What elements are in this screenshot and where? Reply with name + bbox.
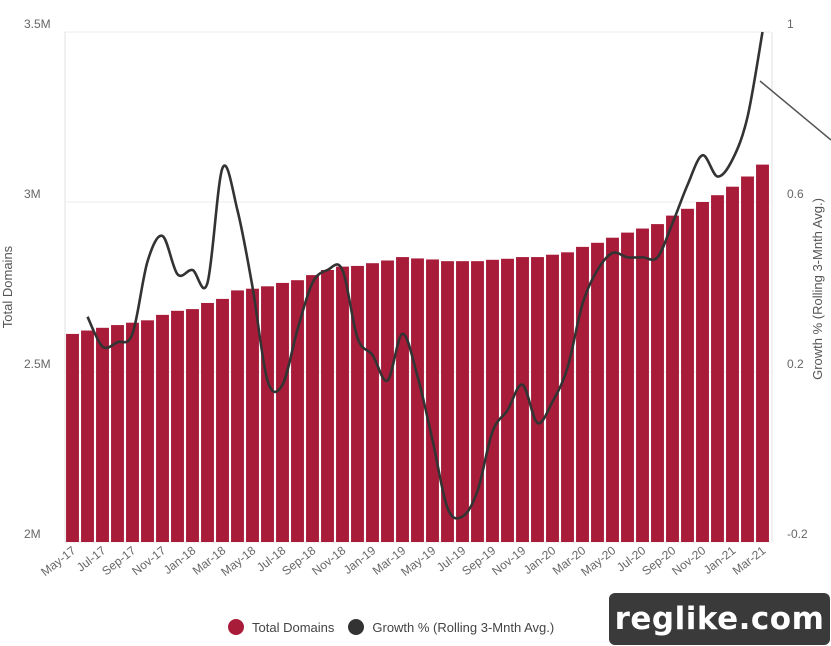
x-tick-label: Nov-17 (129, 543, 168, 578)
watermark: reglike.com (609, 593, 830, 645)
bar (696, 202, 709, 542)
bar (546, 254, 559, 542)
bar (81, 330, 94, 542)
bar (651, 224, 664, 542)
bar (306, 275, 319, 542)
bar (501, 258, 514, 542)
legend-item-total-domains[interactable]: Total Domains (228, 619, 334, 635)
legend-label-line: Growth % (Rolling 3-Mnth Avg.) (372, 619, 555, 635)
y2-tick-label: 0.6 (787, 187, 804, 201)
bar (426, 259, 439, 542)
y2-tick-label: 0.2 (787, 357, 804, 371)
bar (321, 270, 334, 542)
y-tick-label: 3.5M (24, 17, 51, 31)
bar (621, 232, 634, 542)
bar (141, 320, 154, 542)
bar (66, 333, 79, 542)
bar (261, 286, 274, 542)
bar (711, 195, 724, 542)
bar (216, 298, 229, 542)
bar (591, 242, 604, 543)
bar (681, 208, 694, 543)
legend: Total Domains Growth % (Rolling 3-Mnth A… (228, 619, 554, 635)
growth-line (86, 31, 764, 520)
bar (201, 302, 214, 542)
bar (126, 322, 139, 542)
legend-item-growth[interactable]: Growth % (Rolling 3-Mnth Avg.) (348, 619, 554, 635)
bar (351, 265, 364, 542)
x-tick-label: May-18 (218, 543, 258, 579)
bar (471, 261, 484, 542)
y2-tick-label: -0.2 (787, 527, 808, 541)
bar (516, 257, 529, 542)
bar (276, 282, 289, 542)
y2-axis-title: Growth % (Rolling 3-Mnth Avg.) (810, 198, 825, 380)
x-tick-label: Mar-21 (730, 543, 769, 578)
y2-tick-label: 1 (787, 17, 794, 31)
bar (456, 261, 469, 542)
bar (291, 280, 304, 542)
bar (381, 260, 394, 542)
legend-swatch-bars (228, 619, 244, 635)
bar (606, 237, 619, 542)
bar (741, 176, 754, 542)
y-axis-title: Total Domains (0, 245, 15, 328)
bar (156, 314, 169, 542)
legend-label-bars: Total Domains (252, 619, 335, 635)
y-tick-label: 3M (24, 187, 41, 201)
x-tick-label: Nov-19 (489, 543, 528, 578)
annotation-pointer (759, 80, 831, 141)
bar (531, 257, 544, 542)
x-tick-label: May-20 (578, 543, 618, 579)
watermark-text: reglike.com (614, 601, 825, 637)
bar (441, 261, 454, 542)
bar (561, 252, 574, 542)
legend-swatch-line (348, 619, 365, 635)
y-tick-label: 2.5M (24, 357, 51, 371)
bar (411, 258, 424, 542)
bar (366, 263, 379, 542)
bar (756, 164, 769, 542)
y-tick-label: 2M (24, 527, 41, 541)
bar (636, 228, 649, 542)
bar (486, 259, 499, 542)
x-tick-label: Nov-18 (309, 543, 348, 578)
bar (186, 309, 199, 542)
bar (336, 266, 349, 542)
bar (666, 215, 679, 542)
x-tick-label: May-19 (398, 543, 438, 579)
bar (246, 288, 259, 542)
bar (171, 310, 184, 542)
x-tick-label: Nov-20 (669, 543, 708, 578)
bar (396, 257, 409, 542)
bar (726, 186, 739, 542)
bar (231, 290, 244, 542)
bar (111, 325, 124, 542)
bar (96, 327, 109, 542)
x-tick-label: May-17 (38, 543, 78, 579)
